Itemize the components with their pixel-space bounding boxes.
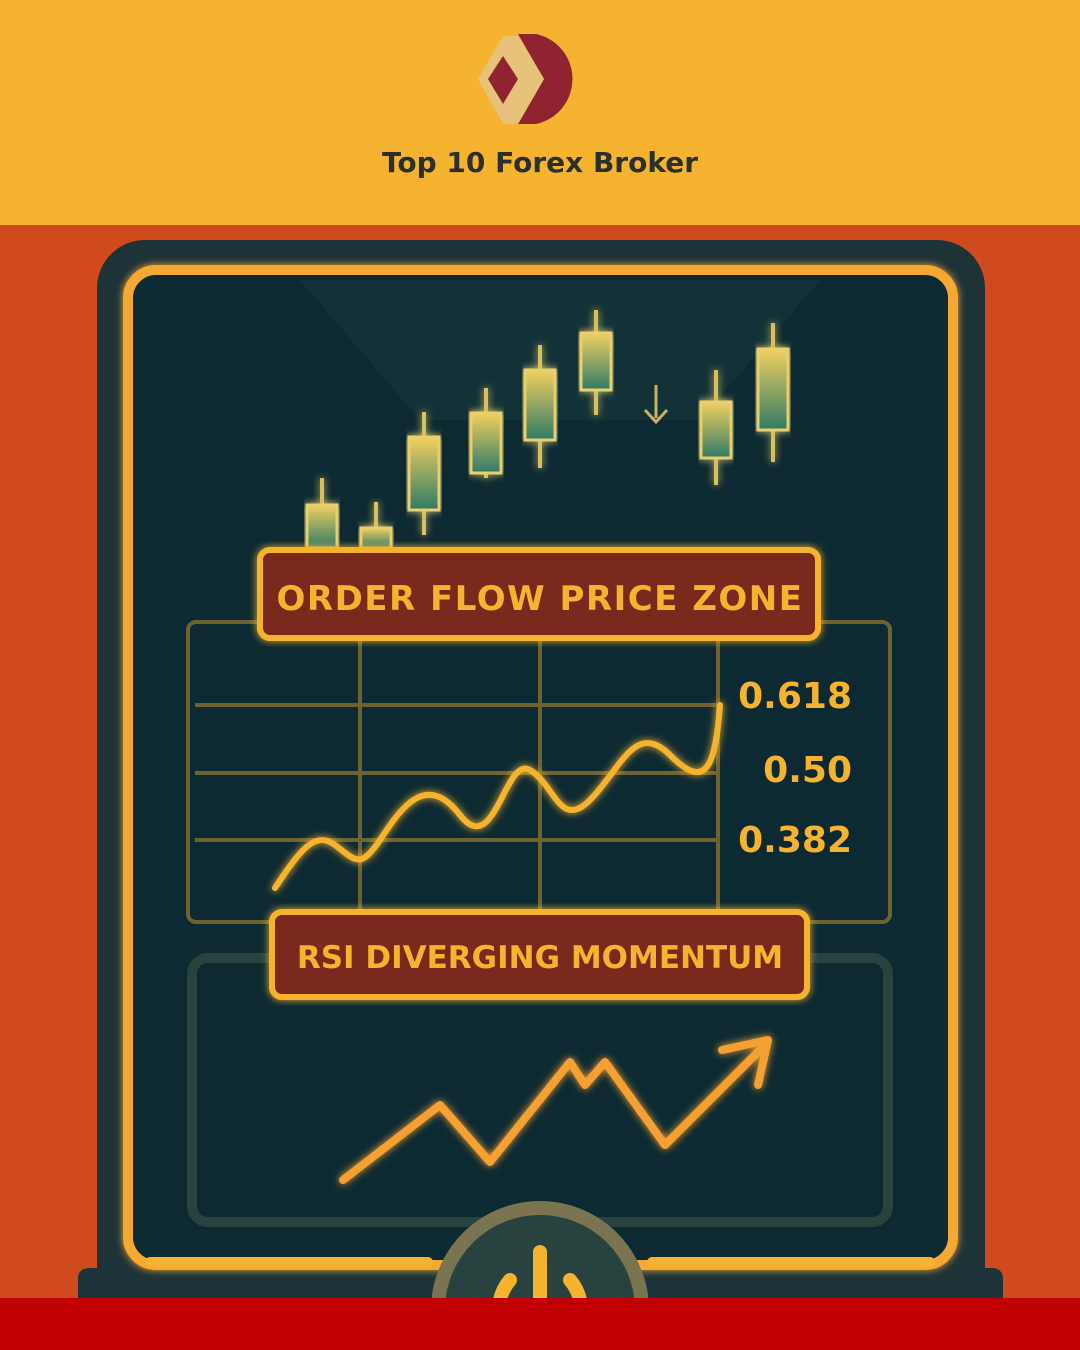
fib-level-0618: 0.618 bbox=[738, 676, 852, 717]
candle bbox=[469, 388, 503, 478]
title-label: ORDER FLOW PRICE ZONE bbox=[277, 579, 804, 619]
candle bbox=[523, 345, 557, 468]
brand-title: Top 10 Forex Broker bbox=[381, 146, 698, 179]
candle bbox=[359, 502, 393, 550]
rsi-label-box: RSI DIVERGING MOMENTUM bbox=[269, 909, 810, 1000]
candle bbox=[305, 478, 339, 550]
candle bbox=[699, 370, 733, 485]
fib-level-0382: 0.382 bbox=[738, 820, 852, 861]
diamond-d-logo bbox=[478, 34, 573, 124]
rsi-label: RSI DIVERGING MOMENTUM bbox=[297, 940, 783, 976]
down-arrow-icon bbox=[643, 385, 669, 425]
title-label-box: ORDER FLOW PRICE ZONE bbox=[257, 547, 821, 641]
momentum-arrow-icon bbox=[339, 1036, 772, 1184]
price-wave-line bbox=[272, 702, 723, 891]
candlestick-group bbox=[305, 310, 790, 550]
bottom-bar bbox=[0, 1298, 1080, 1350]
candle bbox=[756, 323, 790, 462]
fib-level-050: 0.50 bbox=[763, 750, 852, 791]
candle bbox=[407, 412, 441, 535]
candle bbox=[579, 310, 613, 415]
